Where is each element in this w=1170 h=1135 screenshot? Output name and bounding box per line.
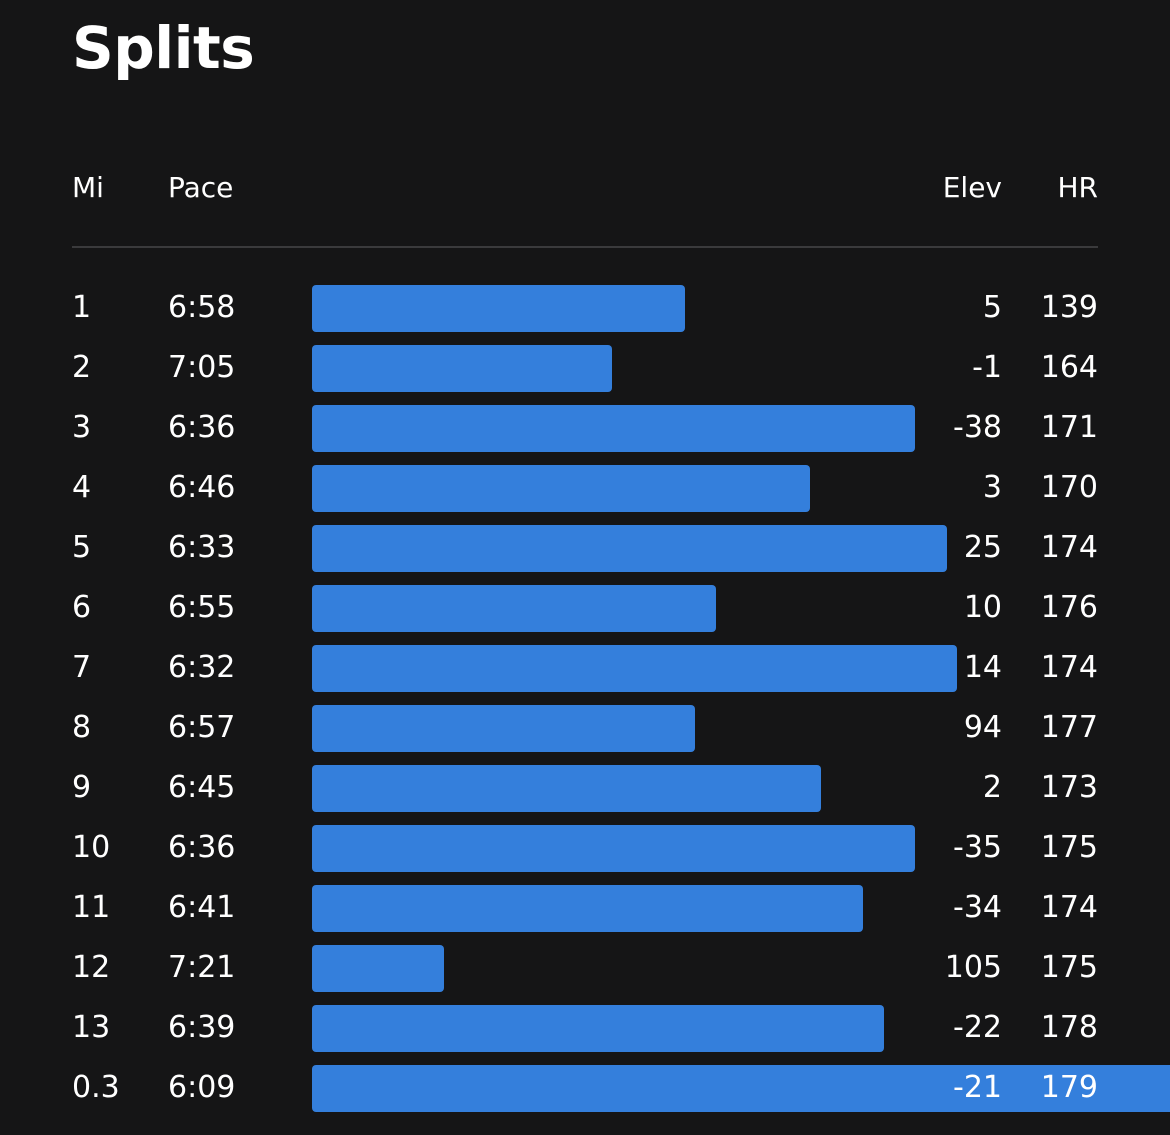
pace-bar <box>312 645 957 692</box>
split-pace: 6:46 <box>168 470 236 505</box>
split-mile: 6 <box>72 590 92 625</box>
split-pace: 6:45 <box>168 770 236 805</box>
split-row: 10 6:36 -35 175 <box>72 818 1098 878</box>
split-elevation: 2 <box>982 770 1002 805</box>
column-header-mi: Mi <box>72 171 104 204</box>
split-elevation: -34 <box>953 890 1002 925</box>
split-pace: 6:57 <box>168 710 236 745</box>
split-mile: 9 <box>72 770 92 805</box>
column-header-elev: Elev <box>942 171 1002 204</box>
split-elevation: -1 <box>972 350 1002 385</box>
split-mile: 3 <box>72 410 92 445</box>
pace-bar <box>312 525 947 572</box>
pace-bar <box>312 285 685 332</box>
split-elevation: -22 <box>953 1010 1002 1045</box>
header-divider <box>72 246 1098 248</box>
split-heart-rate: 175 <box>1040 950 1098 985</box>
split-elevation: 10 <box>963 590 1002 625</box>
pace-bar <box>312 705 695 752</box>
split-heart-rate: 175 <box>1040 830 1098 865</box>
split-mile: 0.3 <box>72 1070 120 1105</box>
split-mile: 8 <box>72 710 92 745</box>
split-row: 6 6:55 10 176 <box>72 578 1098 638</box>
column-header-hr: HR <box>1057 171 1098 204</box>
split-elevation: 94 <box>963 710 1002 745</box>
pace-bar <box>312 1065 1170 1112</box>
split-heart-rate: 174 <box>1040 530 1098 565</box>
split-heart-rate: 170 <box>1040 470 1098 505</box>
split-row: 9 6:45 2 173 <box>72 758 1098 818</box>
pace-bar <box>312 945 444 992</box>
splits-table: 1 6:58 5 139 2 7:05 -1 164 3 6:36 -38 171 4 6:46 3 170 5… <box>72 278 1170 1118</box>
split-heart-rate: 174 <box>1040 650 1098 685</box>
split-pace: 6:09 <box>168 1070 236 1105</box>
split-row: 8 6:57 94 177 <box>72 698 1098 758</box>
pace-bar <box>312 345 612 392</box>
split-heart-rate: 164 <box>1040 350 1098 385</box>
split-row: 13 6:39 -22 178 <box>72 998 1098 1058</box>
pace-bar <box>312 1005 884 1052</box>
split-mile: 13 <box>72 1010 111 1045</box>
split-pace: 6:32 <box>168 650 236 685</box>
table-header: Mi Pace Elev HR <box>72 168 1098 208</box>
split-pace: 7:05 <box>168 350 236 385</box>
split-pace: 6:33 <box>168 530 236 565</box>
split-heart-rate: 173 <box>1040 770 1098 805</box>
split-pace: 6:36 <box>168 830 236 865</box>
column-header-pace: Pace <box>168 171 234 204</box>
page-title: Splits <box>72 14 255 82</box>
split-heart-rate: 178 <box>1040 1010 1098 1045</box>
pace-bar <box>312 405 915 452</box>
split-mile: 4 <box>72 470 92 505</box>
split-heart-rate: 171 <box>1040 410 1098 445</box>
split-heart-rate: 179 <box>1040 1070 1098 1105</box>
split-mile: 7 <box>72 650 92 685</box>
pace-bar <box>312 465 810 512</box>
split-pace: 6:36 <box>168 410 236 445</box>
split-mile: 1 <box>72 290 92 325</box>
split-pace: 6:41 <box>168 890 236 925</box>
split-pace: 6:39 <box>168 1010 236 1045</box>
split-elevation: -21 <box>953 1070 1002 1105</box>
pace-bar <box>312 765 821 812</box>
split-elevation: 5 <box>982 290 1002 325</box>
pace-bar <box>312 885 863 932</box>
split-pace: 6:55 <box>168 590 236 625</box>
split-elevation: -35 <box>953 830 1002 865</box>
split-elevation: 105 <box>944 950 1002 985</box>
split-pace: 6:58 <box>168 290 236 325</box>
split-elevation: 14 <box>963 650 1002 685</box>
split-heart-rate: 176 <box>1040 590 1098 625</box>
pace-bar <box>312 825 915 872</box>
split-pace: 7:21 <box>168 950 236 985</box>
split-elevation: -38 <box>953 410 1002 445</box>
split-elevation: 3 <box>982 470 1002 505</box>
split-mile: 10 <box>72 830 111 865</box>
split-heart-rate: 139 <box>1040 290 1098 325</box>
split-row: 3 6:36 -38 171 <box>72 398 1098 458</box>
split-mile: 5 <box>72 530 92 565</box>
split-elevation: 25 <box>963 530 1002 565</box>
split-row: 2 7:05 -1 164 <box>72 338 1098 398</box>
split-row: 1 6:58 5 139 <box>72 278 1098 338</box>
split-row: 12 7:21 105 175 <box>72 938 1098 998</box>
split-mile: 11 <box>72 890 111 925</box>
split-row: 4 6:46 3 170 <box>72 458 1098 518</box>
split-row: 5 6:33 25 174 <box>72 518 1098 578</box>
split-heart-rate: 174 <box>1040 890 1098 925</box>
split-row: 7 6:32 14 174 <box>72 638 1098 698</box>
pace-bar <box>312 585 716 632</box>
split-row: 0.3 6:09 -21 179 <box>72 1058 1170 1118</box>
split-mile: 2 <box>72 350 92 385</box>
split-heart-rate: 177 <box>1040 710 1098 745</box>
split-mile: 12 <box>72 950 111 985</box>
split-row: 11 6:41 -34 174 <box>72 878 1098 938</box>
